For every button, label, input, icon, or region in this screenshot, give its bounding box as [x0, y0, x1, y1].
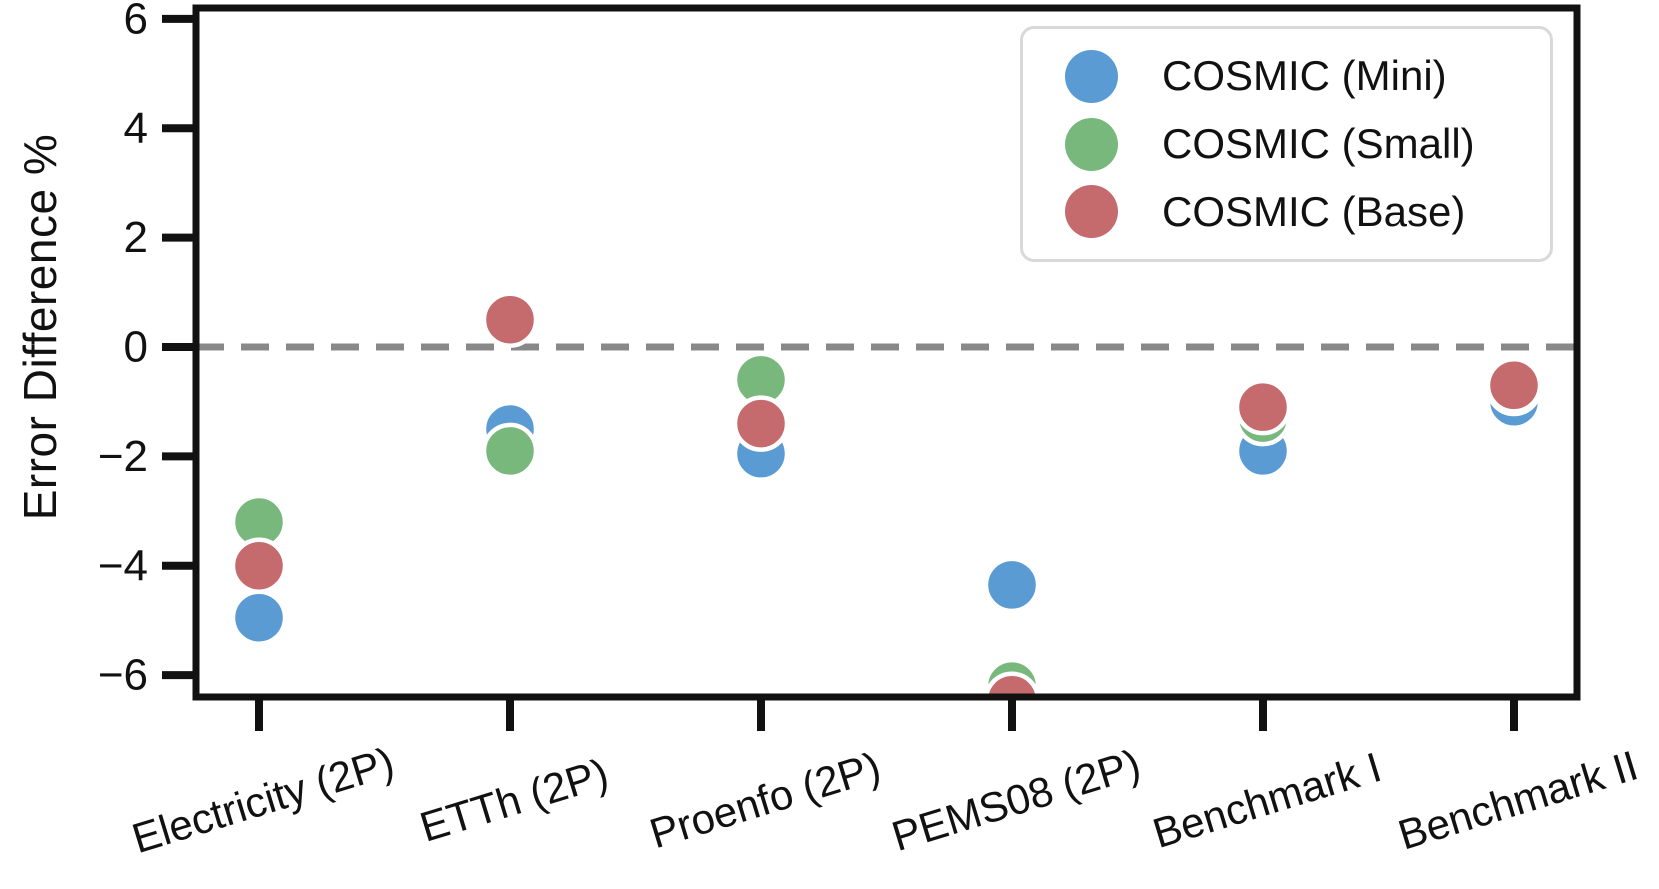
data-point — [983, 671, 1041, 697]
data-point — [481, 422, 539, 480]
data-point — [732, 395, 790, 452]
x-category-label: PEMS08 (2P) — [886, 740, 1145, 860]
series-cosmic-small- — [230, 351, 1543, 697]
legend-label-base: COSMIC (Base) — [1162, 187, 1466, 235]
y-tick-label: 0 — [124, 323, 148, 372]
data-point — [481, 291, 539, 348]
y-axis-label: Error Difference % — [14, 133, 66, 521]
series-cosmic-base- — [230, 291, 1543, 697]
data-point — [983, 556, 1041, 614]
legend-item-cosmic-small: COSMIC (Small) — [1065, 117, 1540, 171]
legend-marker-small-icon — [1065, 117, 1118, 171]
y-tick-label: 6 — [124, 0, 148, 43]
y-tick-label: 4 — [124, 104, 148, 153]
legend-marker-mini-icon — [1065, 49, 1118, 103]
legend-box: COSMIC (Mini) COSMIC (Small) COSMIC (Bas… — [1020, 26, 1553, 262]
legend-label-small: COSMIC (Small) — [1162, 120, 1475, 167]
data-point — [230, 589, 288, 646]
data-point — [230, 537, 288, 595]
x-category-label: Benchmark I — [1147, 743, 1386, 857]
y-tick-label: −4 — [98, 541, 148, 590]
y-tick-label: −2 — [98, 432, 148, 481]
series-cosmic-mini- — [230, 373, 1543, 646]
y-tick-label: 2 — [124, 213, 148, 262]
x-category-label: ETTh (2P) — [415, 749, 614, 851]
data-point — [1234, 378, 1292, 436]
legend-item-cosmic-mini: COSMIC (Mini) — [1065, 49, 1540, 103]
x-category-label: Benchmark II — [1393, 741, 1643, 858]
y-tick-label: −6 — [98, 651, 148, 700]
legend-item-cosmic-base: COSMIC (Base) — [1065, 185, 1540, 239]
x-category-label: Proenfo (2P) — [644, 743, 885, 858]
legend-label-mini: COSMIC (Mini) — [1162, 52, 1447, 100]
x-category-label: Electricity (2P) — [127, 738, 400, 862]
data-point — [1485, 357, 1543, 414]
data-points-group — [230, 291, 1543, 697]
plot-border — [192, 4, 1581, 701]
legend-marker-base-icon — [1065, 185, 1118, 239]
